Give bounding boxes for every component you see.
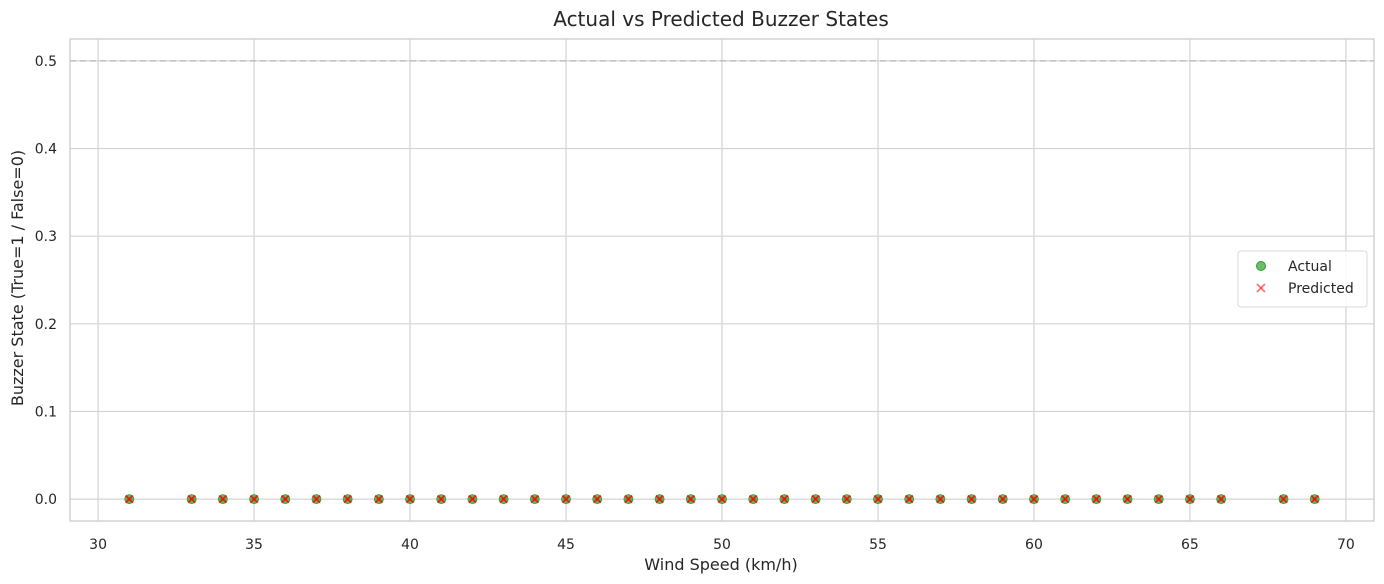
predicted-point bbox=[1123, 494, 1132, 504]
x-tick-label: 70 bbox=[1337, 537, 1355, 553]
predicted-point bbox=[249, 494, 259, 504]
predicted-point bbox=[873, 494, 883, 504]
y-tick-label: 0.1 bbox=[35, 404, 57, 420]
x-axis-title: Wind Speed (km/h) bbox=[644, 555, 797, 574]
predicted-point bbox=[717, 494, 727, 504]
x-tick-label: 35 bbox=[245, 537, 263, 553]
predicted-point bbox=[405, 494, 415, 504]
y-tick-labels: 0.0 0.1 0.2 0.3 0.4 0.5 bbox=[35, 54, 57, 508]
y-tick-label: 0.4 bbox=[35, 142, 57, 158]
legend-box bbox=[1237, 250, 1368, 308]
predicted-point bbox=[936, 494, 945, 504]
predicted-point bbox=[998, 494, 1008, 504]
x-tick-label: 40 bbox=[401, 537, 419, 553]
x-tick-label: 45 bbox=[557, 537, 575, 553]
predicted-point bbox=[436, 494, 446, 504]
predicted-point bbox=[1060, 494, 1070, 504]
predicted-series bbox=[125, 494, 1319, 504]
grid bbox=[70, 39, 1374, 521]
predicted-point bbox=[1185, 494, 1195, 504]
predicted-point bbox=[281, 494, 290, 504]
predicted-point bbox=[1279, 494, 1288, 504]
predicted-point bbox=[218, 494, 228, 504]
plot-frame bbox=[69, 38, 1375, 522]
y-tick-label: 0.5 bbox=[35, 54, 57, 70]
legend-actual-marker bbox=[1256, 261, 1266, 271]
y-tick-label: 0.0 bbox=[35, 492, 57, 508]
predicted-point bbox=[811, 494, 820, 504]
legend: Actual Predicted bbox=[1237, 250, 1368, 308]
predicted-point bbox=[374, 494, 384, 504]
legend-predicted-marker bbox=[1256, 283, 1266, 293]
x-tick-label: 50 bbox=[713, 537, 731, 553]
predicted-point bbox=[468, 494, 477, 504]
predicted-point bbox=[1216, 494, 1226, 504]
predicted-point bbox=[343, 494, 352, 504]
x-tick-label: 55 bbox=[869, 537, 887, 553]
predicted-point bbox=[748, 494, 758, 504]
predicted-point bbox=[499, 494, 508, 504]
predicted-point bbox=[187, 494, 196, 504]
legend-predicted-label: Predicted bbox=[1288, 281, 1354, 297]
predicted-point bbox=[1154, 494, 1163, 504]
x-tick-label: 30 bbox=[89, 537, 107, 553]
y-axis-title: Buzzer State (True=1 / False=0) bbox=[8, 150, 27, 406]
predicted-point bbox=[967, 494, 976, 504]
predicted-point bbox=[530, 494, 540, 504]
predicted-point bbox=[125, 494, 134, 504]
predicted-point bbox=[561, 494, 571, 504]
predicted-point bbox=[592, 494, 602, 504]
y-tick-label: 0.2 bbox=[35, 317, 57, 333]
predicted-point bbox=[842, 494, 852, 504]
predicted-point bbox=[655, 494, 664, 504]
predicted-point bbox=[904, 494, 914, 504]
predicted-point bbox=[1029, 494, 1039, 504]
y-tick-label: 0.3 bbox=[35, 229, 57, 245]
predicted-point bbox=[1092, 494, 1101, 504]
legend-actual-label: Actual bbox=[1288, 259, 1332, 275]
predicted-point bbox=[624, 494, 633, 504]
predicted-point bbox=[312, 494, 321, 504]
chart-title: Actual vs Predicted Buzzer States bbox=[553, 7, 889, 31]
predicted-point bbox=[1310, 494, 1319, 504]
x-tick-label: 60 bbox=[1025, 537, 1043, 553]
predicted-point bbox=[686, 494, 696, 504]
x-tick-label: 65 bbox=[1181, 537, 1199, 553]
predicted-point bbox=[780, 494, 789, 504]
x-tick-labels: 30 35 40 45 50 55 60 65 70 bbox=[89, 537, 1355, 553]
